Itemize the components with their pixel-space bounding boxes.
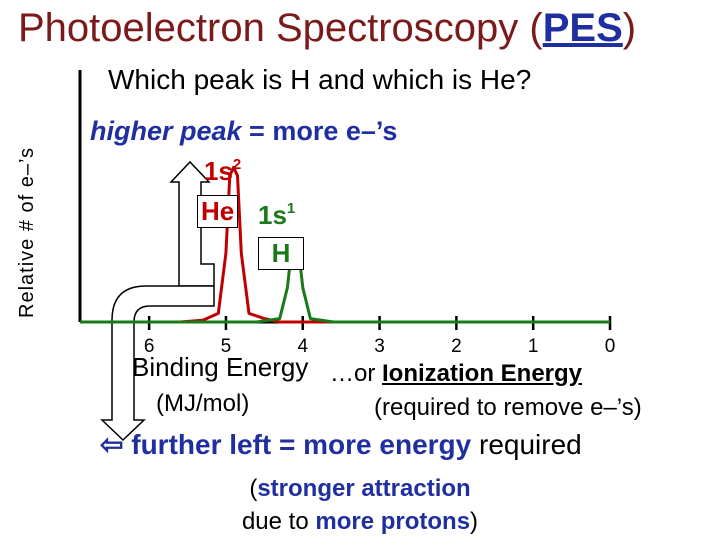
- he-config-text: 1s: [204, 156, 233, 186]
- title-text: Photoelectron Spectroscopy (: [18, 6, 543, 50]
- title-abbreviation: PES: [542, 6, 623, 50]
- attraction-note: (stronger attraction due to more protons…: [180, 472, 540, 538]
- attraction-emphasis: stronger attraction: [257, 475, 471, 502]
- h-config-superscript: 1: [286, 200, 296, 217]
- x-tick-label-1: 1: [528, 336, 539, 357]
- down-arrow-icon: [100, 285, 215, 442]
- ionization-energy-label: …or Ionization Energy: [330, 360, 582, 388]
- x-tick-label-6: 6: [144, 336, 155, 357]
- he-config-label: 1s2: [204, 156, 241, 187]
- title-close-paren: ): [622, 6, 637, 50]
- protons-emphasis: more protons: [315, 508, 471, 535]
- ionization-bold: Ionization Energy: [382, 360, 583, 387]
- page-title: Photoelectron Spectroscopy (PES): [18, 6, 636, 51]
- h-config-label: 1s1: [258, 200, 295, 231]
- h-name-label: H: [258, 237, 304, 270]
- he-config-superscript: 2: [232, 156, 242, 173]
- further-left-note: ⇦ further left = more energy required: [100, 428, 582, 461]
- x-tick-label-5: 5: [221, 336, 232, 357]
- he-name-label: He: [197, 195, 239, 228]
- further-left-emphasis: further left = more energy: [131, 429, 472, 460]
- x-tick-label-3: 3: [374, 336, 385, 357]
- attraction-close: ): [470, 508, 479, 535]
- x-tick-label-4: 4: [297, 336, 308, 357]
- higher-peak-emphasis: higher peak: [90, 116, 242, 146]
- h-config-text: 1s: [258, 200, 287, 230]
- x-tick-label-2: 2: [451, 336, 462, 357]
- binding-energy-label: Binding Energy: [132, 352, 309, 382]
- attraction-open: (: [249, 475, 258, 502]
- higher-peak-note: higher peak = more e–’s: [90, 116, 397, 147]
- higher-peak-rest: = more e–’s: [241, 116, 398, 146]
- attraction-mid: due to: [241, 508, 316, 535]
- question-text: Which peak is H and which is He?: [108, 64, 532, 95]
- ionization-prefix: …or: [330, 360, 383, 387]
- units-label: (MJ/mol): [156, 390, 250, 417]
- x-tick-label-0: 0: [605, 336, 616, 357]
- left-arrow-icon: ⇦: [100, 429, 124, 460]
- further-left-rest: required: [471, 429, 582, 460]
- required-remove-note: (required to remove e–’s): [374, 394, 642, 421]
- up-arrow-icon: [169, 160, 215, 287]
